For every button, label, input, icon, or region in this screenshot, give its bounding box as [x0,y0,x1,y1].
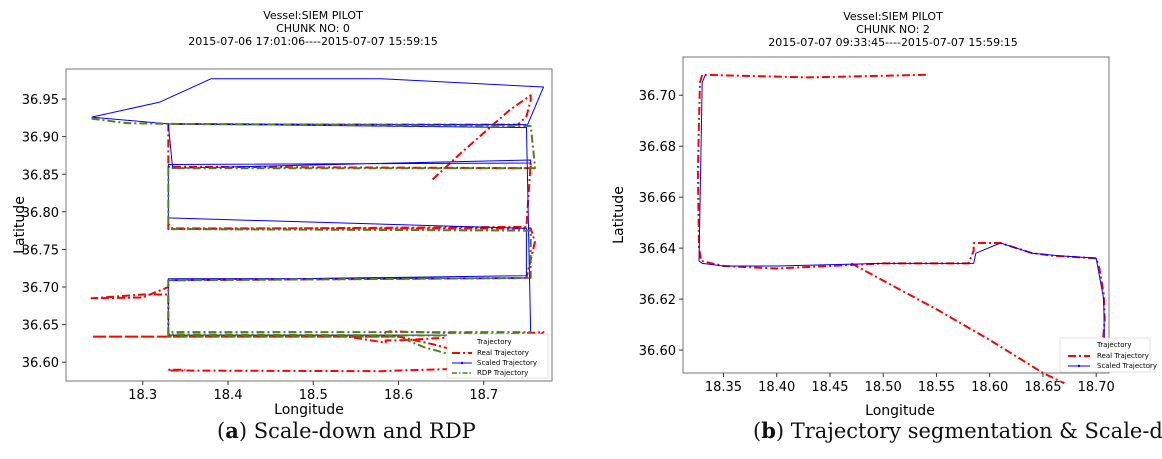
panel-b-x-tick-label: 18.35 [705,380,742,395]
panel-a-y-axis-label: Latitude [12,196,28,254]
panel-a-title-line-2: CHUNK NO: 0 [276,22,350,35]
panel-a-chart: Vessel:SIEM PILOT CHUNK NO: 0 2015-07-06… [12,9,553,418]
caption-a-text: Scale-down and RDP [253,419,476,443]
panel-b-y-tick-label: 36.62 [639,293,676,308]
panel-b-data-layer [696,73,1106,385]
panel-a-legend-label-scaled: Scaled Trajectory [477,359,537,367]
panel-b-plot-area [682,56,1110,374]
panel-a-legend-marker-scaled [460,361,464,365]
panel-a-title-line-1: Vessel:SIEM PILOT [263,9,363,22]
panel-a-x-ticks: 18.3 18.4 18.5 18.6 18.7 [128,381,498,403]
panel-a-series-2 [91,117,536,370]
panel-b-x-tick-label: 18.70 [1078,380,1115,395]
panel-a-y-tick-label: 36.60 [22,356,59,371]
caption-b: (b) Trajectory segmentation & Scale-down [753,418,1162,443]
panel-a-legend-box [446,333,549,379]
panel-b-y-ticks: 36.60 36.62 36.64 36.66 36.68 36.70 [639,89,683,359]
panel-a-y-tick-label: 36.80 [22,206,59,221]
panel-b-y-axis-label: Latitude [611,186,627,244]
panel-b-y-tick-label: 36.66 [639,191,676,206]
panel-b-x-tick-label: 18.50 [865,380,902,395]
caption-a: (a) Scale-down and RDP [217,418,476,443]
panel-a-y-tick-label: 36.65 [22,319,59,334]
panel-a-x-axis-label: Longitude [274,402,344,418]
panel-a-x-tick-label: 18.7 [469,388,498,403]
panel-a-y-tick-label: 36.95 [22,93,59,108]
panel-b-title-line-3: 2015-07-07 09:33:45----2015-07-07 15:59:… [768,36,1018,49]
panel-a-legend-label-real: Real Trajectory [477,349,529,357]
panel-b-title-line-1: Vessel:SIEM PILOT [843,10,943,23]
panel-a-legend-header: Trajectory [476,338,512,346]
panel-a-y-tick-label: 36.90 [22,131,59,146]
panel-a-legend-label-rdp: RDP Trajectory [477,369,528,377]
panel-b-series-2 [698,74,1106,358]
panel-b-y-tick-label: 36.60 [639,344,676,359]
panel-a-plot-area [65,68,553,382]
panel-b-x-tick-label: 18.45 [811,380,848,395]
caption-a-letter: a [225,418,239,443]
panel-b-legend-header: Trajectory [1096,341,1132,349]
panel-b-y-tick-label: 36.64 [639,242,676,257]
panel-b-series-1 [850,262,1065,385]
panel-a-y-tick-label: 36.70 [22,281,59,296]
panel-b-legend-marker-scaled [1077,364,1081,368]
panel-b-x-tick-label: 18.60 [971,380,1008,395]
panel-b-title-line-2: CHUNK NO: 2 [856,23,930,36]
panel-a-y-ticks: 36.60 36.65 36.70 36.75 36.80 36.85 36.90 36.95 [22,93,66,371]
panel-b-y-tick-label: 36.68 [639,140,676,155]
panel-b-x-tick-label: 18.65 [1024,380,1061,395]
panel-a-legend: Trajectory Real Trajectory Scaled Trajec… [446,333,549,379]
panel-b-legend-label-real: Real Trajectory [1097,352,1149,360]
panel-b-legend: Trajectory Real Trajectory Scaled Trajec… [1059,337,1157,373]
panel-a-x-tick-label: 18.6 [384,388,413,403]
panel-b-x-ticks: 18.35 18.40 18.45 18.50 18.55 18.60 18.65 18.70 [705,373,1115,395]
panel-a-x-tick-label: 18.4 [214,388,243,403]
panel-b-chart: Vessel:SIEM PILOT CHUNK NO: 2 2015-07-07… [611,10,1157,419]
panel-a-y-tick-label: 36.85 [22,168,59,183]
panel-a-data-layer [90,78,545,373]
panel-a-series-1 [91,78,544,336]
caption-b-text: Trajectory segmentation & Scale-down [790,419,1162,443]
panel-a-title-line-3: 2015-07-06 17:01:06----2015-07-07 15:59:… [188,35,438,48]
panel-b-x-axis-label: Longitude [865,403,935,419]
caption-b-letter: b [761,418,776,443]
panel-b-legend-label-scaled: Scaled Trajectory [1097,362,1157,370]
panel-a-x-tick-label: 18.5 [299,388,328,403]
panel-b-x-tick-label: 18.40 [758,380,795,395]
panel-b-x-tick-label: 18.55 [918,380,955,395]
panel-a-x-tick-label: 18.3 [128,388,157,403]
panel-a-y-tick-label: 36.75 [22,243,59,258]
panel-b-y-tick-label: 36.70 [639,89,676,104]
